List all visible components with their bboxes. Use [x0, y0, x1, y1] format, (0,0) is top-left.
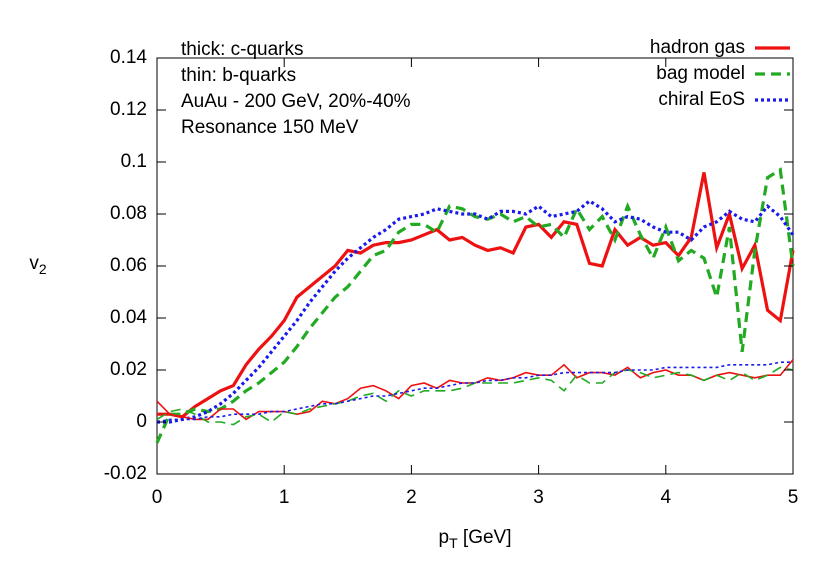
- x-tick-label: 3: [533, 487, 544, 508]
- plot-area: [155, 167, 795, 444]
- y-tick-label: 0.08: [110, 203, 147, 224]
- x-tick-label: 4: [661, 487, 672, 508]
- legend-label: chiral EoS: [658, 89, 745, 110]
- series-line: [156, 366, 794, 426]
- legend-label: bag model: [656, 63, 745, 84]
- series-line: [157, 172, 795, 419]
- y-tick-label: 0.14: [110, 47, 147, 68]
- x-axis-label-part: T: [449, 535, 458, 551]
- series-line: [155, 167, 795, 444]
- x-axis-label: pT [GeV]: [439, 527, 512, 551]
- y-tick-label: -0.02: [104, 463, 147, 484]
- x-tick-label: 1: [279, 487, 290, 508]
- series-line: [156, 361, 793, 423]
- y-tick-label: 0.06: [110, 255, 147, 276]
- annotation: AuAu - 200 GeV, 20%-40%: [181, 91, 411, 112]
- legend-label: hadron gas: [650, 37, 745, 58]
- y-tick-label: 0.12: [110, 99, 147, 120]
- x-tick-label: 2: [406, 487, 417, 508]
- x-tick-label: 0: [152, 487, 163, 508]
- x-tick-label: 5: [788, 487, 799, 508]
- x-axis-label-part: [GeV]: [458, 527, 512, 548]
- annotation: thick: c-quarks: [181, 39, 303, 60]
- y-axis-label-part: v: [29, 253, 39, 274]
- y-tick-label: 0.02: [110, 359, 147, 380]
- annotation: Resonance 150 MeV: [181, 117, 359, 138]
- x-axis-label-part: p: [439, 527, 450, 548]
- series-line: [157, 199, 795, 424]
- y-axis-label-part: 2: [39, 261, 47, 277]
- series-line: [156, 359, 794, 421]
- annotation: thin: b-quarks: [181, 65, 296, 86]
- y-tick-label: 0.1: [121, 151, 147, 172]
- y-tick-label: 0.04: [110, 307, 147, 328]
- y-axis-label: v2: [29, 253, 47, 277]
- y-tick-label: 0: [136, 411, 147, 432]
